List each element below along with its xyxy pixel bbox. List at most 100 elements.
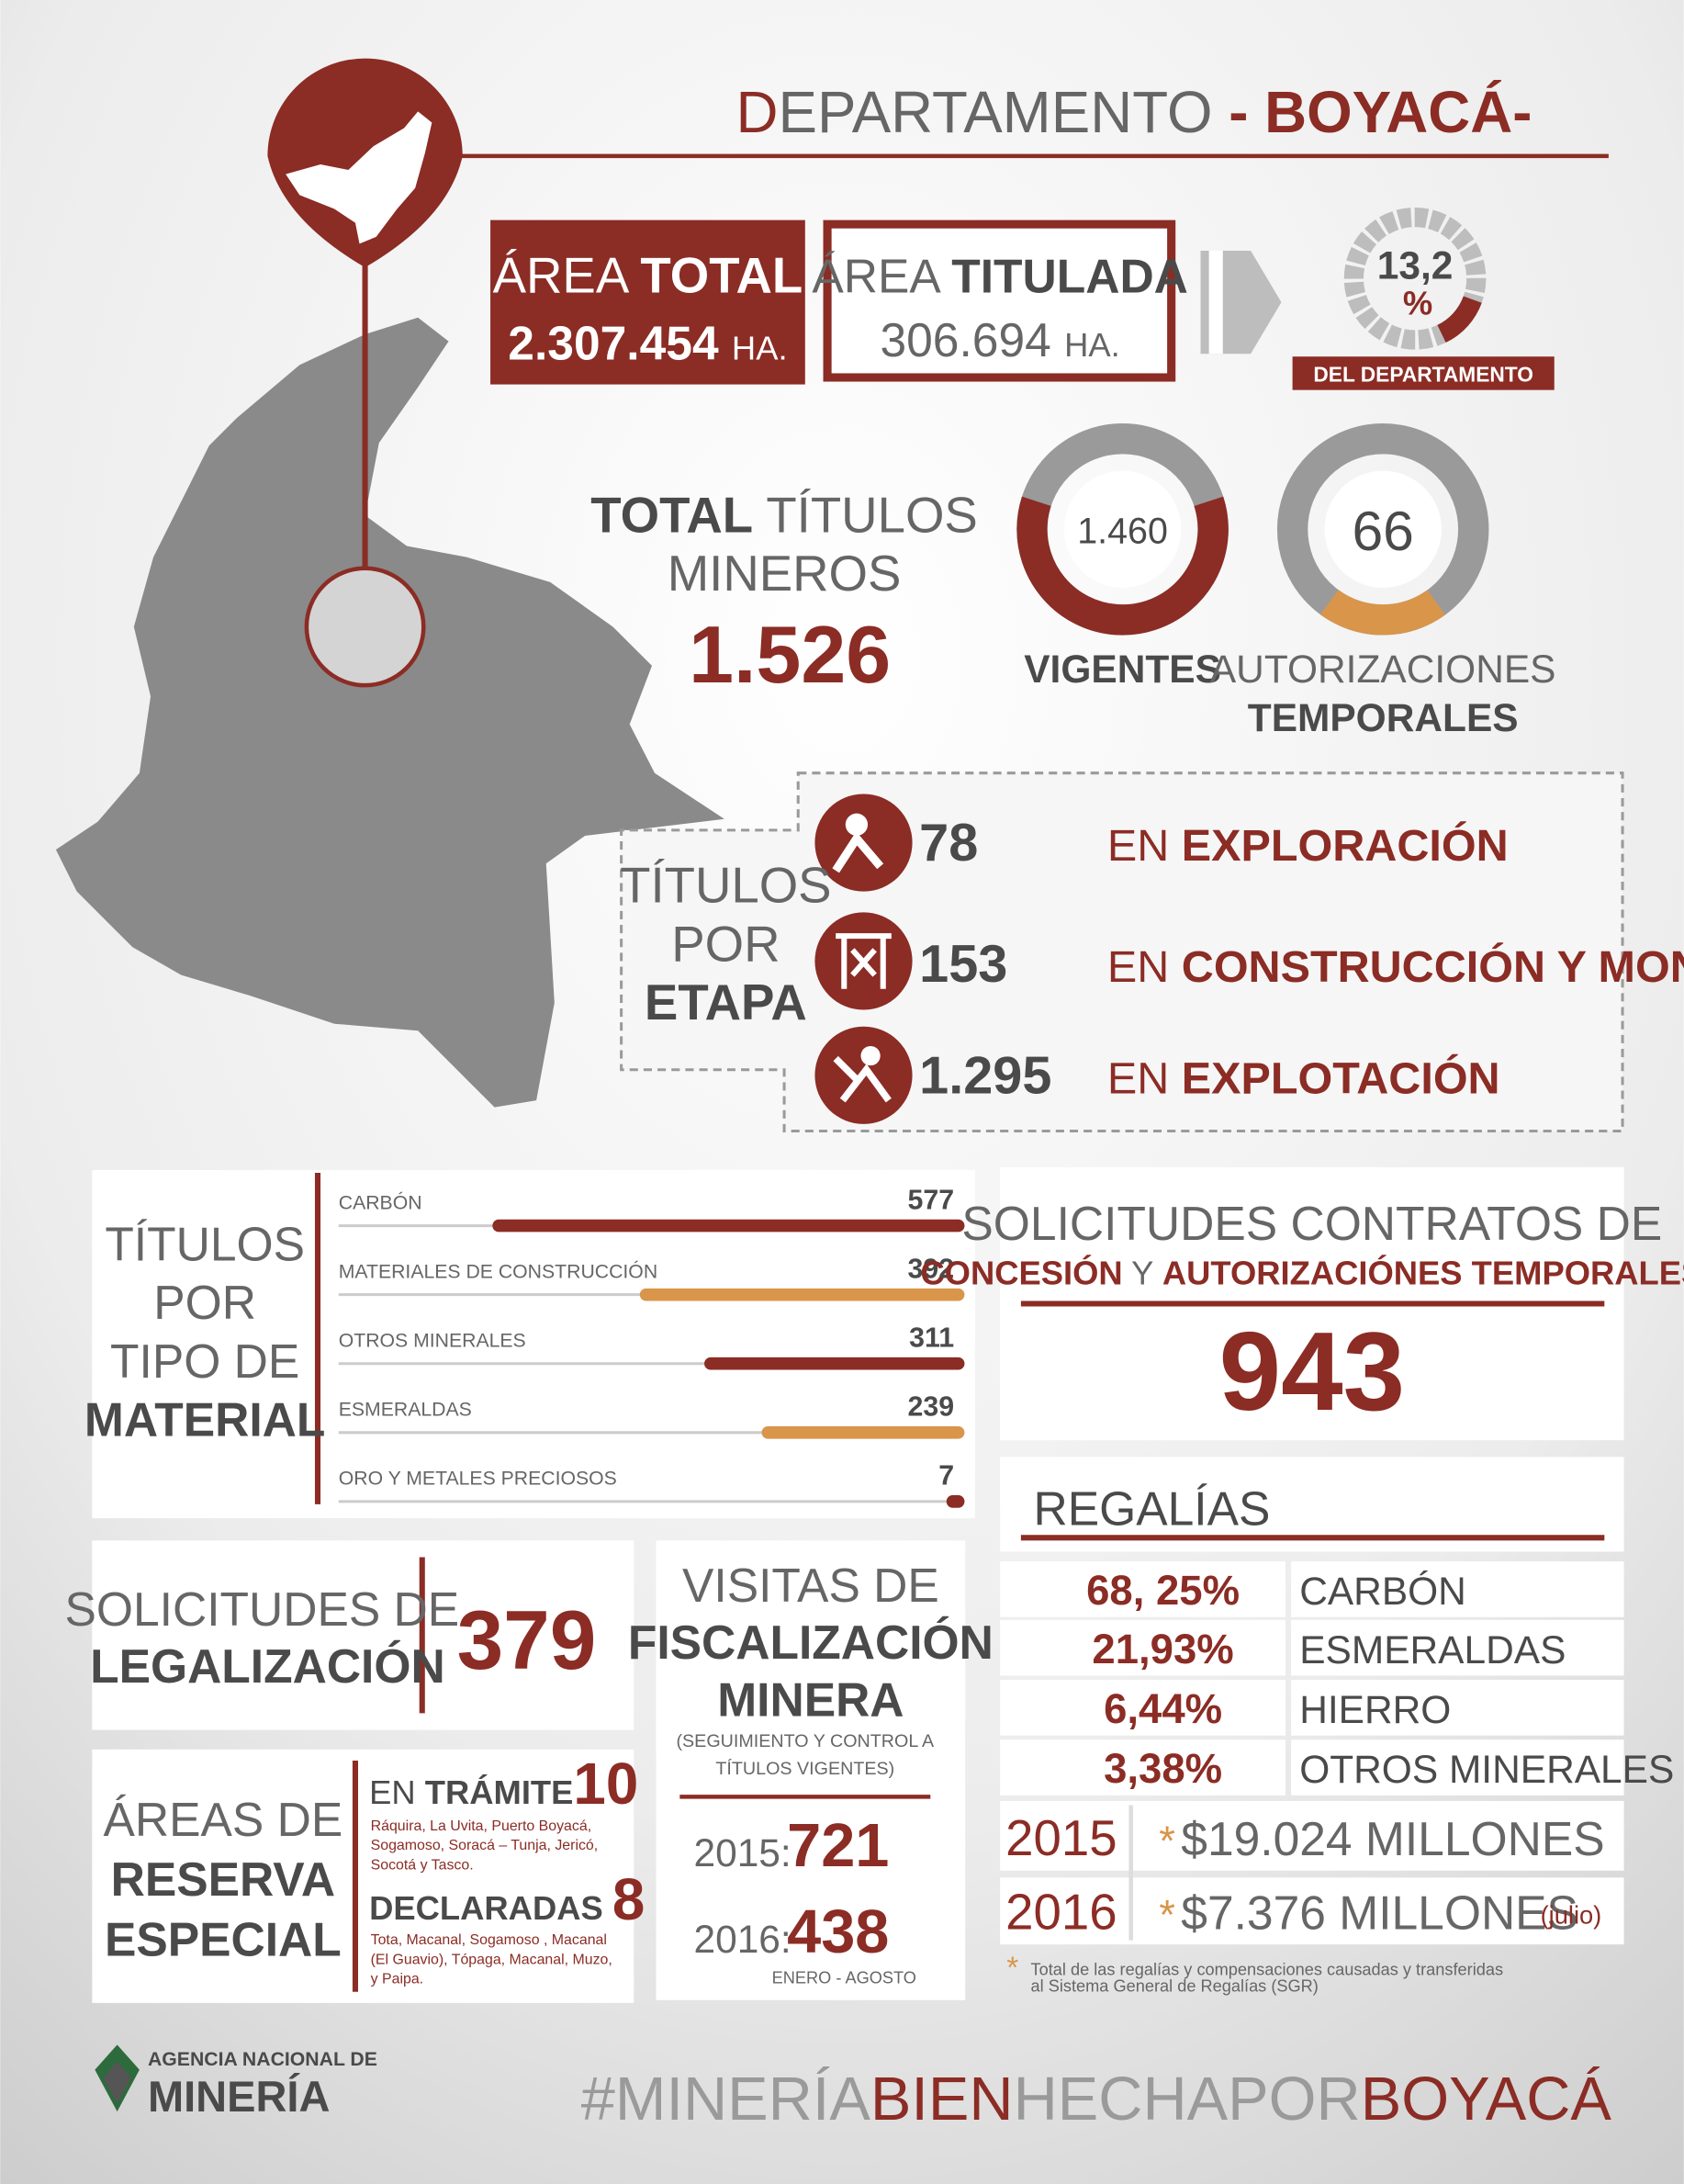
material-title: MATERIAL	[84, 1393, 325, 1447]
text-run: 10	[573, 1751, 638, 1817]
text-run: ÁREA	[812, 249, 951, 302]
material-value: 577	[907, 1185, 954, 1215]
contratos-title: SOLICITUDES CONTRATOS DE	[961, 1197, 1662, 1250]
share-cell	[1000, 1561, 1286, 1617]
contratos-subtitle: CONCESIÓN Y AUTORIZACIÓNES TEMPORALES	[920, 1253, 1684, 1291]
text-run: EN	[1107, 942, 1182, 992]
material-name: MATERIALES DE CONSTRUCCIÓN	[339, 1259, 657, 1282]
share-value: 3,38%	[1104, 1745, 1222, 1792]
vigentes-label: VIGENTES	[1024, 647, 1221, 691]
etapa-value: 78	[919, 814, 978, 872]
reserva-title: ÁREAS DE	[104, 1793, 343, 1846]
reserva-box	[92, 1749, 634, 2003]
regalias-title: REGALÍAS	[1034, 1482, 1271, 1536]
visitas-title: VISITAS DE	[682, 1559, 939, 1612]
share-cell	[1000, 1619, 1286, 1676]
regalias-note: (julio)	[1541, 1900, 1602, 1929]
legalizacion-value: 379	[457, 1594, 597, 1687]
visitas-year: 2015:	[693, 1831, 791, 1874]
reserva-places: (El Guavio), Tópaga, Macanal, Muzo,	[371, 1952, 612, 1967]
text-run: D	[735, 80, 778, 145]
text-run: 2.307.454	[508, 316, 732, 369]
reserva-places: Sogamoso, Soracá – Tunja, Jericó,	[371, 1838, 599, 1853]
text-run: HA.	[1064, 326, 1120, 364]
text-run: BOYACÁ	[1361, 2066, 1612, 2133]
donut-vigentes-center	[1063, 470, 1182, 588]
icon-glyph	[845, 813, 869, 836]
legalizacion-label: LEGALIZACIÓN	[90, 1639, 445, 1693]
text-run: TRÁMITE	[425, 1773, 574, 1811]
etapa-title: ETAPA	[645, 974, 807, 1030]
mineral-cell	[1291, 1561, 1624, 1617]
material-name: ORO Y METALES PRECIOSOS	[339, 1469, 617, 1490]
material-title: POR	[153, 1276, 256, 1329]
icon-glyph	[836, 933, 892, 989]
reserva-title: ESPECIAL	[105, 1912, 342, 1965]
map-colombia	[55, 317, 724, 1108]
text-run: 306.694	[880, 313, 1064, 366]
material-value: 7	[938, 1461, 954, 1492]
text-run: CONSTRUCCIÓN Y MONTAJE	[1182, 941, 1684, 992]
share-cell	[1000, 1679, 1286, 1736]
legalizacion-label: SOLICITUDES DE	[65, 1582, 460, 1636]
area-total-box	[490, 220, 805, 385]
icon-glyph	[860, 1045, 881, 1066]
text-run: #MINERÍA	[581, 2066, 871, 2133]
autorizaciones-value: 66	[1352, 500, 1413, 562]
visitas-year: 2016:	[693, 1918, 791, 1961]
text-run: - BOYACÁ-	[1213, 80, 1532, 145]
text-run: DECLARADAS	[369, 1889, 612, 1927]
text-run: Y	[1123, 1254, 1162, 1291]
tramite-label: EN TRÁMITE10	[369, 1751, 638, 1817]
share-mineral: CARBÓN	[1299, 1570, 1466, 1613]
reserva-places: Socotá y Tasco.	[371, 1857, 474, 1873]
text-run: TOTAL	[590, 487, 766, 543]
mineral-cell	[1291, 1739, 1624, 1796]
year-row-box	[1000, 1800, 1624, 1871]
text-run: TOTAL	[640, 247, 803, 303]
regalias-mark: *	[1159, 1818, 1175, 1864]
text-run: EPARTAMENTO	[778, 80, 1212, 145]
text-run: HA.	[732, 329, 788, 366]
declaradas-label: DECLARADAS 8	[369, 1867, 645, 1932]
material-value: 239	[907, 1392, 954, 1423]
legalizacion-box	[92, 1540, 634, 1730]
regalias-mark: *	[1159, 1891, 1175, 1938]
reserva-title: RESERVA	[111, 1852, 335, 1906]
regalias-year: 2015	[1005, 1810, 1117, 1866]
text-run: EXPLORACIÓN	[1182, 820, 1509, 871]
regalias-amount: $7.376 MILLONES	[1181, 1886, 1578, 1939]
logo-mark	[95, 2044, 140, 2112]
reserva-places: y Paipa.	[371, 1972, 423, 1987]
percent-caption: DEL DEPARTAMENTO	[1313, 363, 1533, 387]
icon-glyph	[833, 1055, 892, 1103]
visitas-value: 438	[787, 1898, 889, 1966]
total-titulos-value: 1.526	[689, 609, 891, 700]
material-title: TÍTULOS	[105, 1218, 305, 1271]
reserva-places: Ráquira, La Uvita, Puerto Boyacá,	[371, 1818, 592, 1834]
share-cell	[1000, 1739, 1286, 1796]
text-run: CONCESIÓN	[920, 1253, 1122, 1291]
icon-glyph	[832, 831, 884, 873]
material-name: CARBÓN	[339, 1190, 422, 1213]
text-run: AUTORIZACIÓNES TEMPORALES	[1162, 1253, 1684, 1291]
percent-caption-box	[1292, 356, 1555, 390]
text-run: EN	[369, 1773, 425, 1811]
logo-text: MINERÍA	[148, 2072, 330, 2121]
area-titulada-box	[823, 220, 1176, 382]
etapa-label: EN EXPLORACIÓN	[1107, 820, 1509, 871]
material-name: OTROS MINERALES	[339, 1331, 526, 1352]
visitas-title: MINERA	[717, 1672, 904, 1726]
pin-region	[304, 566, 426, 688]
mineral-cell	[1291, 1619, 1624, 1676]
text-run: 8	[612, 1867, 645, 1932]
arrow-stripe	[1208, 250, 1223, 355]
material-name: ESMERALDAS	[339, 1400, 472, 1421]
visitas-value: 721	[787, 1812, 889, 1880]
donut-vigentes-share	[1016, 423, 1229, 636]
map-boyaca	[286, 111, 432, 244]
material-value: 311	[909, 1323, 954, 1354]
